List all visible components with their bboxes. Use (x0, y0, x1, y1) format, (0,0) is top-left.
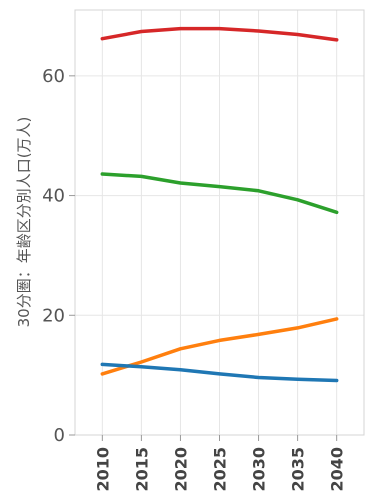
x-tick-label: 2015 (132, 447, 151, 492)
x-axis-ticks: 2010 2015 2020 2025 2030 2035 2040 (93, 435, 347, 492)
y-axis-ticks: 0 20 40 60 (42, 66, 75, 446)
series-line-2 (100, 172, 339, 215)
series-line-4 (100, 362, 339, 383)
series-lines (100, 26, 339, 383)
y-tick-label: 0 (54, 425, 65, 446)
x-tick-label: 2040 (328, 447, 347, 492)
x-tick-label: 2010 (93, 447, 112, 492)
series-line-3 (100, 317, 339, 376)
x-tick-label: 2020 (171, 447, 190, 492)
grid-lines (75, 10, 364, 436)
y-tick-label: 40 (42, 186, 65, 207)
x-tick-label: 2035 (289, 447, 308, 492)
y-tick-label: 60 (42, 66, 65, 87)
y-tick-label: 20 (42, 305, 65, 326)
y-axis-label: 30分圏：年齢区分別人口(万人) (15, 117, 33, 328)
x-tick-label: 2025 (211, 447, 230, 492)
series-line-1 (100, 26, 339, 42)
x-tick-label: 2030 (250, 447, 269, 492)
